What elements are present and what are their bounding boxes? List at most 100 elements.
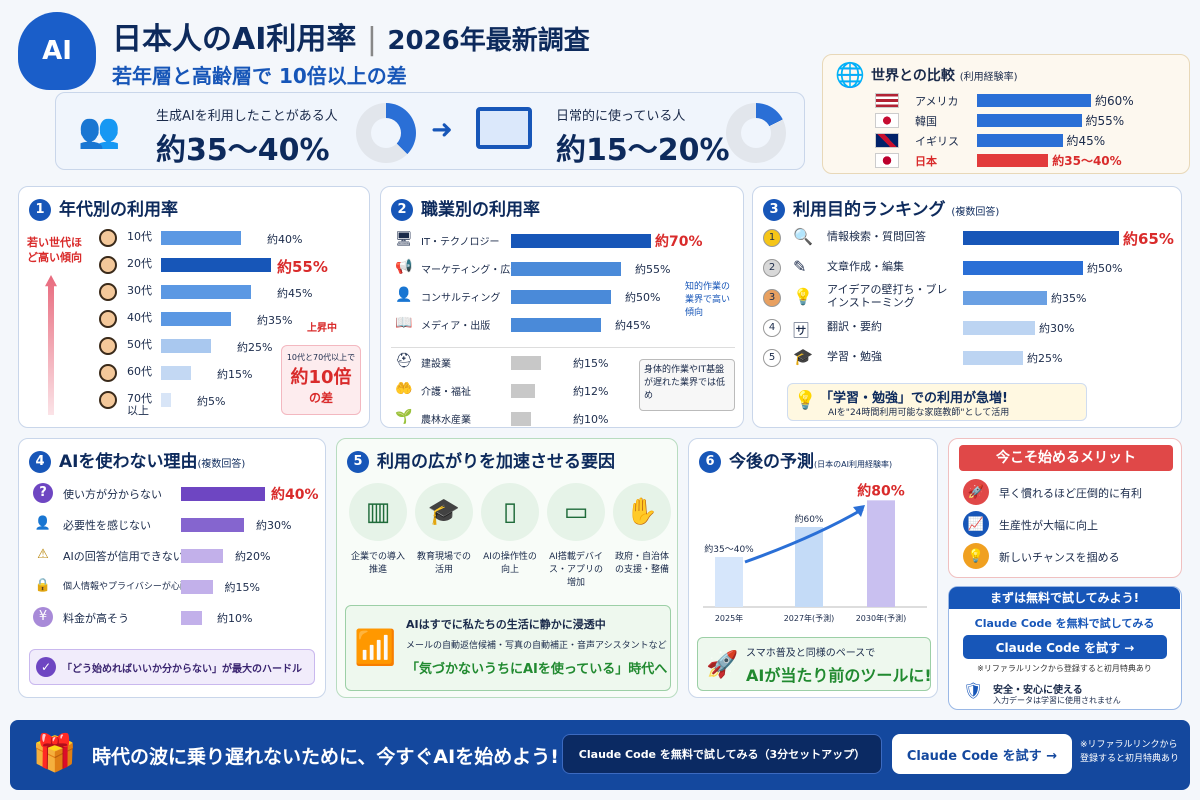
age-title: 1 年代別の利用率 xyxy=(29,195,178,221)
job-bar xyxy=(511,384,535,398)
rank-badge: 1 xyxy=(763,229,781,247)
age-label: 30代 xyxy=(127,284,152,297)
purpose-bar xyxy=(963,291,1047,305)
trial-button[interactable]: Claude Code を試す → xyxy=(963,635,1167,659)
stats-panel: 👥 生成AIを利用したことがある人 約35〜40% ➜ 日常的に使っている人 約… xyxy=(55,92,805,170)
forecast-category: 2025年 xyxy=(715,613,743,623)
world-note: (利用経験率) xyxy=(959,72,1018,83)
reasons-footer-text: 「どう始めればいいか分からない」が最大のハードル xyxy=(62,663,302,675)
forecast-bar xyxy=(715,557,743,607)
job-label: 介護・福祉 xyxy=(421,387,471,398)
job-bar xyxy=(511,262,621,276)
care-icon: 🤲 xyxy=(395,381,413,397)
shield-icon: 🛡 xyxy=(963,681,984,700)
book-icon: 📖 xyxy=(395,315,413,331)
age-value: 約40% xyxy=(267,233,303,246)
purpose-bar xyxy=(963,351,1023,365)
reasons-note: (複数回答) xyxy=(197,459,246,470)
age-bar xyxy=(161,285,251,299)
growth-icon: 📈 xyxy=(963,511,989,537)
donut-hole xyxy=(741,118,771,148)
age-bar xyxy=(161,231,241,245)
job-label: メディア・出版 xyxy=(421,321,491,332)
forecast-chart: 約35〜40% 2025年 約60% 2027年(予測) 約80% 2030年(予測) xyxy=(703,482,927,623)
factor-label: 政府・自治体の支援・整備 xyxy=(614,552,669,575)
merit-label: 生産性が大幅に向上 xyxy=(999,519,1098,532)
age-avatar-icon xyxy=(99,256,117,274)
reasons-title-text: AIを使わない理由 xyxy=(59,452,198,472)
world-value: 約60% xyxy=(1095,94,1134,108)
job-value: 約45% xyxy=(615,319,651,332)
age-label: 10代 xyxy=(127,230,152,243)
age-label: 60代 xyxy=(127,365,152,378)
up-arrow-icon xyxy=(45,275,57,415)
job-label: 農林水産業 xyxy=(421,415,471,426)
gen-ai-value: 約35〜40% xyxy=(156,133,330,168)
reason-label: 個人情報やプライバシーが心配 xyxy=(63,582,189,592)
world-value: 約35〜40% xyxy=(1052,154,1122,168)
purpose-callout: 💡 「学習・勉強」での利用が急増! AIを"24時間利用可能な家庭教師"として活… xyxy=(787,383,1087,421)
world-bar xyxy=(977,114,1082,127)
trial-section: まずは無料で試してみよう! Claude Code を無料で試してみる Clau… xyxy=(948,586,1182,710)
job-bar xyxy=(511,234,651,248)
job-label: 建設業 xyxy=(421,359,451,370)
factor-label: AI搭載デバイス・アプリの増加 xyxy=(548,552,603,588)
job-value: 約70% xyxy=(655,234,703,250)
forecast-title-text: 今後の予測 xyxy=(729,452,814,472)
devices-icon: ▭ xyxy=(547,483,605,541)
job-label: マーケティング・広告 xyxy=(421,265,521,276)
age-bar xyxy=(161,366,191,380)
age-side-note: 若い世代ほど高い傾向 xyxy=(27,236,82,264)
forecast-title: 6 今後の予測(日本のAI利用経験率) xyxy=(699,447,892,473)
world-country: アメリカ xyxy=(915,95,959,108)
job-value: 約55% xyxy=(635,263,671,276)
world-bar xyxy=(977,134,1063,147)
person-icon: 👤 xyxy=(34,516,52,531)
check-icon: ✓ xyxy=(36,657,56,677)
purpose-value: 約50% xyxy=(1087,262,1123,275)
lock-icon: 🔒 xyxy=(34,578,52,593)
job-value: 約10% xyxy=(573,413,609,426)
world-country: 韓国 xyxy=(915,115,937,128)
banner-free-button[interactable]: Claude Code を無料で試してみる（3分セットアップ） xyxy=(562,734,882,774)
reason-label: 料金が高そう xyxy=(63,612,129,625)
purpose-label: 情報検索・質問回答 xyxy=(827,230,926,243)
age-value: 約55% xyxy=(277,258,328,276)
gap-num: 約10倍 xyxy=(290,367,352,388)
purpose-bar xyxy=(963,321,1035,335)
rank-badge: 4 xyxy=(763,319,781,337)
age-bar xyxy=(161,258,271,272)
page-title-year: 2026年最新調査 xyxy=(387,26,590,56)
reason-bar xyxy=(181,580,213,594)
age-label: 50代 xyxy=(127,338,152,351)
gen-ai-label: 生成AIを利用したことがある人 xyxy=(156,109,338,124)
merits-title: 今こそ始めるメリット xyxy=(959,445,1173,471)
bulb-icon: 💡 xyxy=(793,287,813,306)
reason-label: AIの回答が信用できない xyxy=(63,550,184,563)
person-icon: 👤 xyxy=(395,287,413,303)
age-bar xyxy=(161,339,211,353)
banner-try-button[interactable]: Claude Code を試す → xyxy=(892,734,1072,774)
world-bar xyxy=(977,154,1049,167)
handshake-icon: ✋ xyxy=(613,483,671,541)
bulb-icon: 💡 xyxy=(963,543,989,569)
age-avatar-icon xyxy=(99,283,117,301)
job-bar xyxy=(511,412,531,426)
purpose-value: 約25% xyxy=(1027,352,1063,365)
factors-box-sub: メールの自動返信候補・写真の自動補正・音声アシスタントなど xyxy=(406,641,667,651)
trial-sub: Claude Code を無料で試してみる xyxy=(974,617,1155,630)
age-avatar-icon xyxy=(99,391,117,409)
people-icon: 👥 xyxy=(78,111,121,151)
age-value: 約35% xyxy=(257,314,293,327)
growth-chart-icon: 📶 xyxy=(354,628,397,668)
purpose-label: 学習・勉強 xyxy=(827,350,882,363)
factors-title: 5 利用の広がりを加速させる要因 xyxy=(347,447,615,473)
world-title-text: 世界との比較 xyxy=(871,68,955,84)
reasons-section: 4 AIを使わない理由(複数回答) ✓ 「どう始めればいいか分からない」が最大のハ… xyxy=(18,438,326,698)
age-avatar-icon xyxy=(99,337,117,355)
forecast-note: (日本のAI利用経験率) xyxy=(814,460,893,469)
forecast-section: 6 今後の予測(日本のAI利用経験率) 約35〜40% 2025年 約60% 2027年… xyxy=(688,438,938,698)
job-label: IT・テクノロジー xyxy=(421,237,500,248)
reason-value: 約10% xyxy=(217,612,253,625)
jp-flag xyxy=(875,153,899,168)
